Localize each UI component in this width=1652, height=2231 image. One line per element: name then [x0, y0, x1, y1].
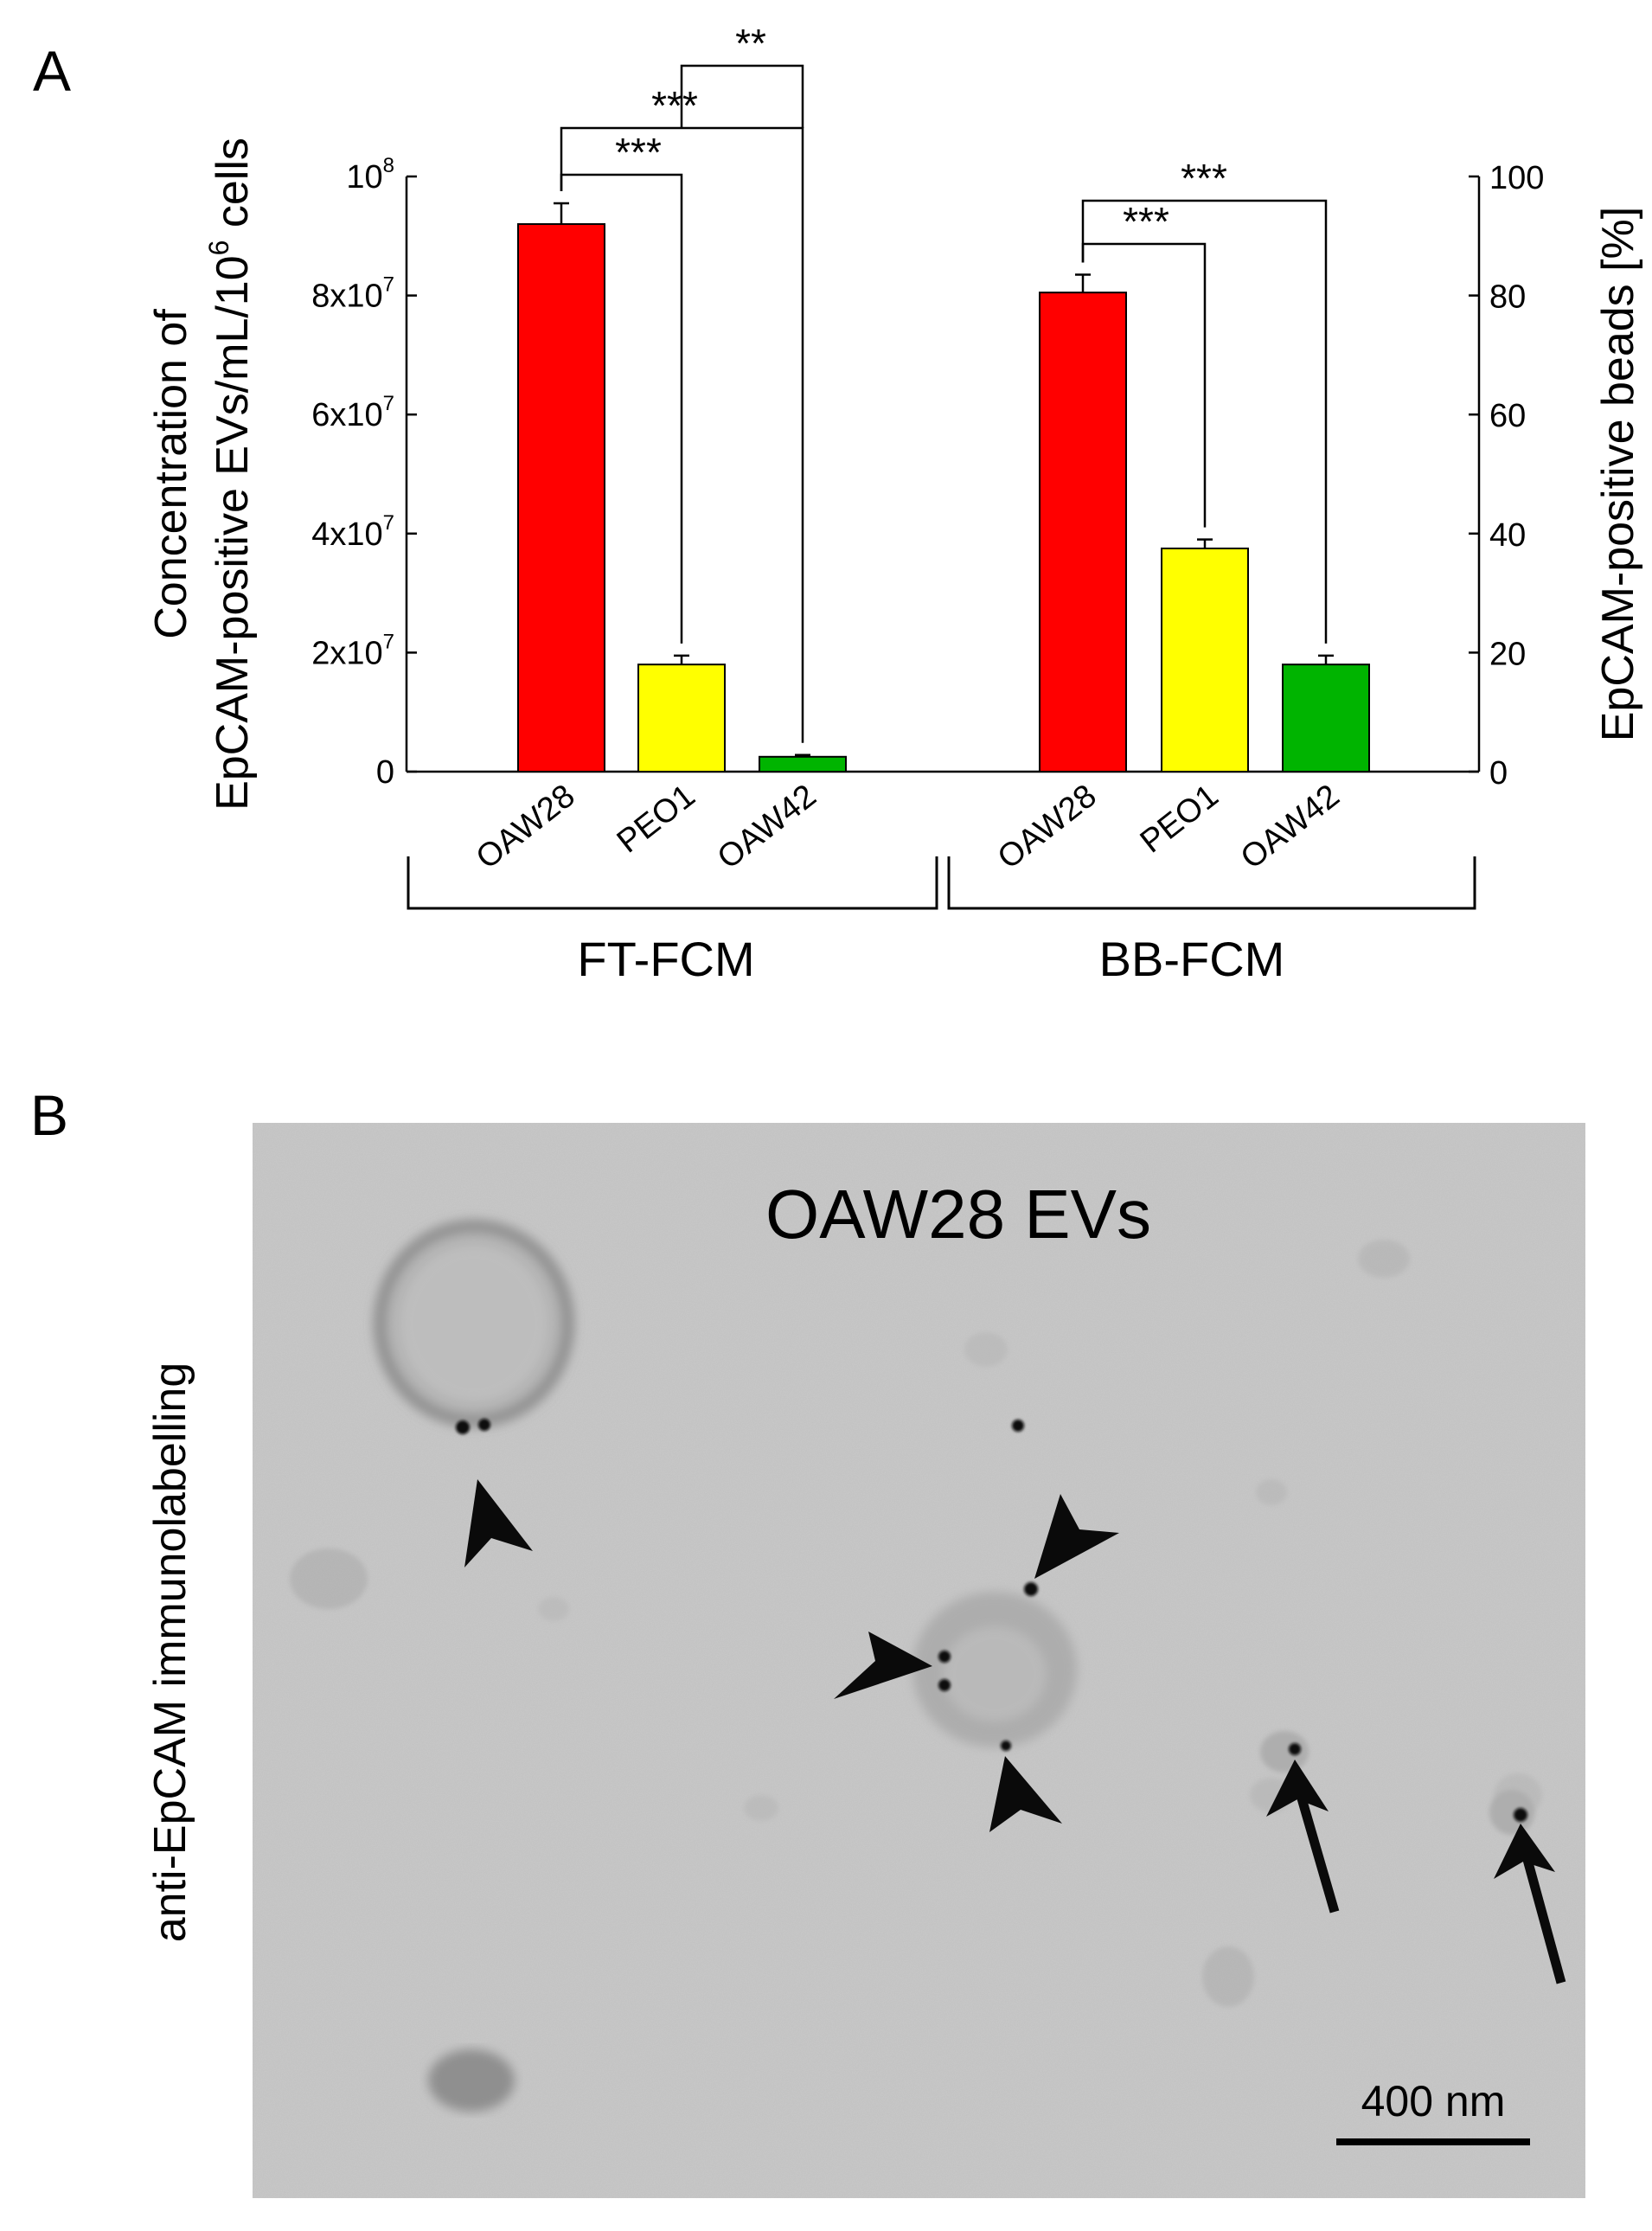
- bar-ft-fcm-oaw28: [517, 223, 605, 773]
- significance-label: ***: [1123, 199, 1169, 244]
- arrowhead-4: [989, 1756, 1062, 1832]
- left-axis-label-line2: EpCAM-positive EVs/mL/106 cells: [203, 138, 258, 811]
- left-tick-base: 4x10: [311, 516, 382, 553]
- panel-b-label: B: [30, 1083, 68, 1147]
- left-tick-exp: 7: [383, 273, 394, 297]
- group-brace-ft-fcm: [407, 856, 938, 910]
- category-label: OAW28: [470, 778, 582, 876]
- gold-particles: [456, 1419, 1527, 1822]
- arrowhead-3: [834, 1632, 932, 1699]
- left-tick-base: 8x10: [311, 279, 382, 315]
- panel-a-label: A: [33, 39, 71, 103]
- right-tick-label: 0: [1489, 755, 1508, 792]
- arrowhead-1: [464, 1479, 533, 1567]
- right-tick-label: 60: [1489, 398, 1526, 434]
- category-label: OAW42: [1234, 778, 1347, 876]
- micrograph-title: OAW28 EVs: [765, 1176, 1151, 1253]
- significance-label: ***: [651, 83, 698, 128]
- category-label: OAW28: [991, 778, 1104, 876]
- left-tick-label: 2x107: [311, 630, 394, 671]
- right-tick-label: 40: [1489, 517, 1526, 554]
- category-label: PEO1: [611, 778, 702, 861]
- arrowheads: [464, 1479, 1119, 1832]
- significance-label: ***: [1181, 156, 1227, 201]
- group-label-bb-fcm: BB-FCM: [1099, 932, 1285, 986]
- left-tick-base: 2x10: [311, 635, 382, 671]
- bar-ft-fcm-oaw42: [759, 755, 847, 773]
- arrow-1-shaft: [1295, 1791, 1340, 1914]
- arrows: [1266, 1760, 1566, 1984]
- arrowhead-2: [1034, 1494, 1119, 1579]
- em-content: [290, 1218, 1566, 2112]
- significance-brackets: **************: [560, 21, 1328, 743]
- right-tick-label: 80: [1489, 279, 1526, 316]
- ev-vesicle-5: [1489, 1790, 1534, 1835]
- left-tick-exp: 7: [383, 392, 394, 415]
- left-tick-exp: 7: [383, 511, 394, 535]
- ev-vesicle-1: [372, 1218, 576, 1429]
- bar-ft-fcm-peo1: [637, 664, 726, 773]
- arrow-2-shaft: [1521, 1855, 1566, 1984]
- significance-label: ***: [615, 130, 662, 175]
- right-tick-label: 100: [1489, 160, 1544, 196]
- category-label: PEO1: [1134, 778, 1226, 861]
- left-tick-label: 8x107: [311, 273, 394, 315]
- left-axis-label-tail: cells: [208, 138, 258, 240]
- left-tick-label: 6x107: [311, 392, 394, 433]
- significance-label: **: [735, 21, 766, 66]
- left-axis-label-sup: 6: [203, 240, 234, 256]
- left-tick-label: 4x107: [311, 511, 394, 553]
- left-tick-base: 10: [346, 159, 382, 196]
- right-tick-label: 20: [1489, 636, 1526, 672]
- significance-bracket: [680, 64, 804, 128]
- left-tick-base: 6x10: [311, 397, 382, 433]
- right-axis: 0 20 40 60 80 100: [1469, 160, 1544, 792]
- em-micrograph: OAW28 EVs 400 nm: [253, 1123, 1585, 2198]
- left-tick-exp: 8: [383, 154, 394, 177]
- left-tick-label: 108: [346, 154, 394, 196]
- bar-bb-fcm-peo1: [1161, 548, 1249, 773]
- category-labels: OAW28 PEO1 OAW42 OAW28 PEO1 OAW42: [470, 778, 1347, 876]
- arrow-1-head: [1266, 1760, 1329, 1817]
- left-tick-exp: 7: [383, 630, 394, 653]
- left-axis-label-main: EpCAM-positive EVs/mL/10: [208, 255, 258, 811]
- group-brace-bb-fcm: [947, 856, 1476, 910]
- bar-bb-fcm-oaw28: [1039, 292, 1127, 773]
- ev-vesicle-3: [428, 2049, 515, 2112]
- bars: [517, 202, 1370, 773]
- category-label: OAW42: [711, 778, 823, 876]
- ev-vesicle-4: [1260, 1731, 1309, 1773]
- left-axis-label-line1: Concentration of: [146, 309, 196, 639]
- group-label-ft-fcm: FT-FCM: [577, 932, 754, 986]
- arrow-2-head: [1494, 1824, 1555, 1879]
- scale-bar-label: 400 nm: [1361, 2077, 1506, 2125]
- significance-bracket: [1081, 199, 1328, 644]
- right-axis-ticks: 0 20 40 60 80 100: [1469, 160, 1544, 792]
- left-tick-base: 0: [376, 754, 394, 791]
- right-axis-label: EpCAM-positive beads [%]: [1593, 207, 1643, 742]
- micrograph-side-label: anti-EpCAM immunolabelling: [145, 1362, 195, 1943]
- left-tick-label: 0: [376, 754, 394, 791]
- ev-vesicle-2: [912, 1592, 1077, 1747]
- bar-bb-fcm-oaw42: [1282, 664, 1370, 773]
